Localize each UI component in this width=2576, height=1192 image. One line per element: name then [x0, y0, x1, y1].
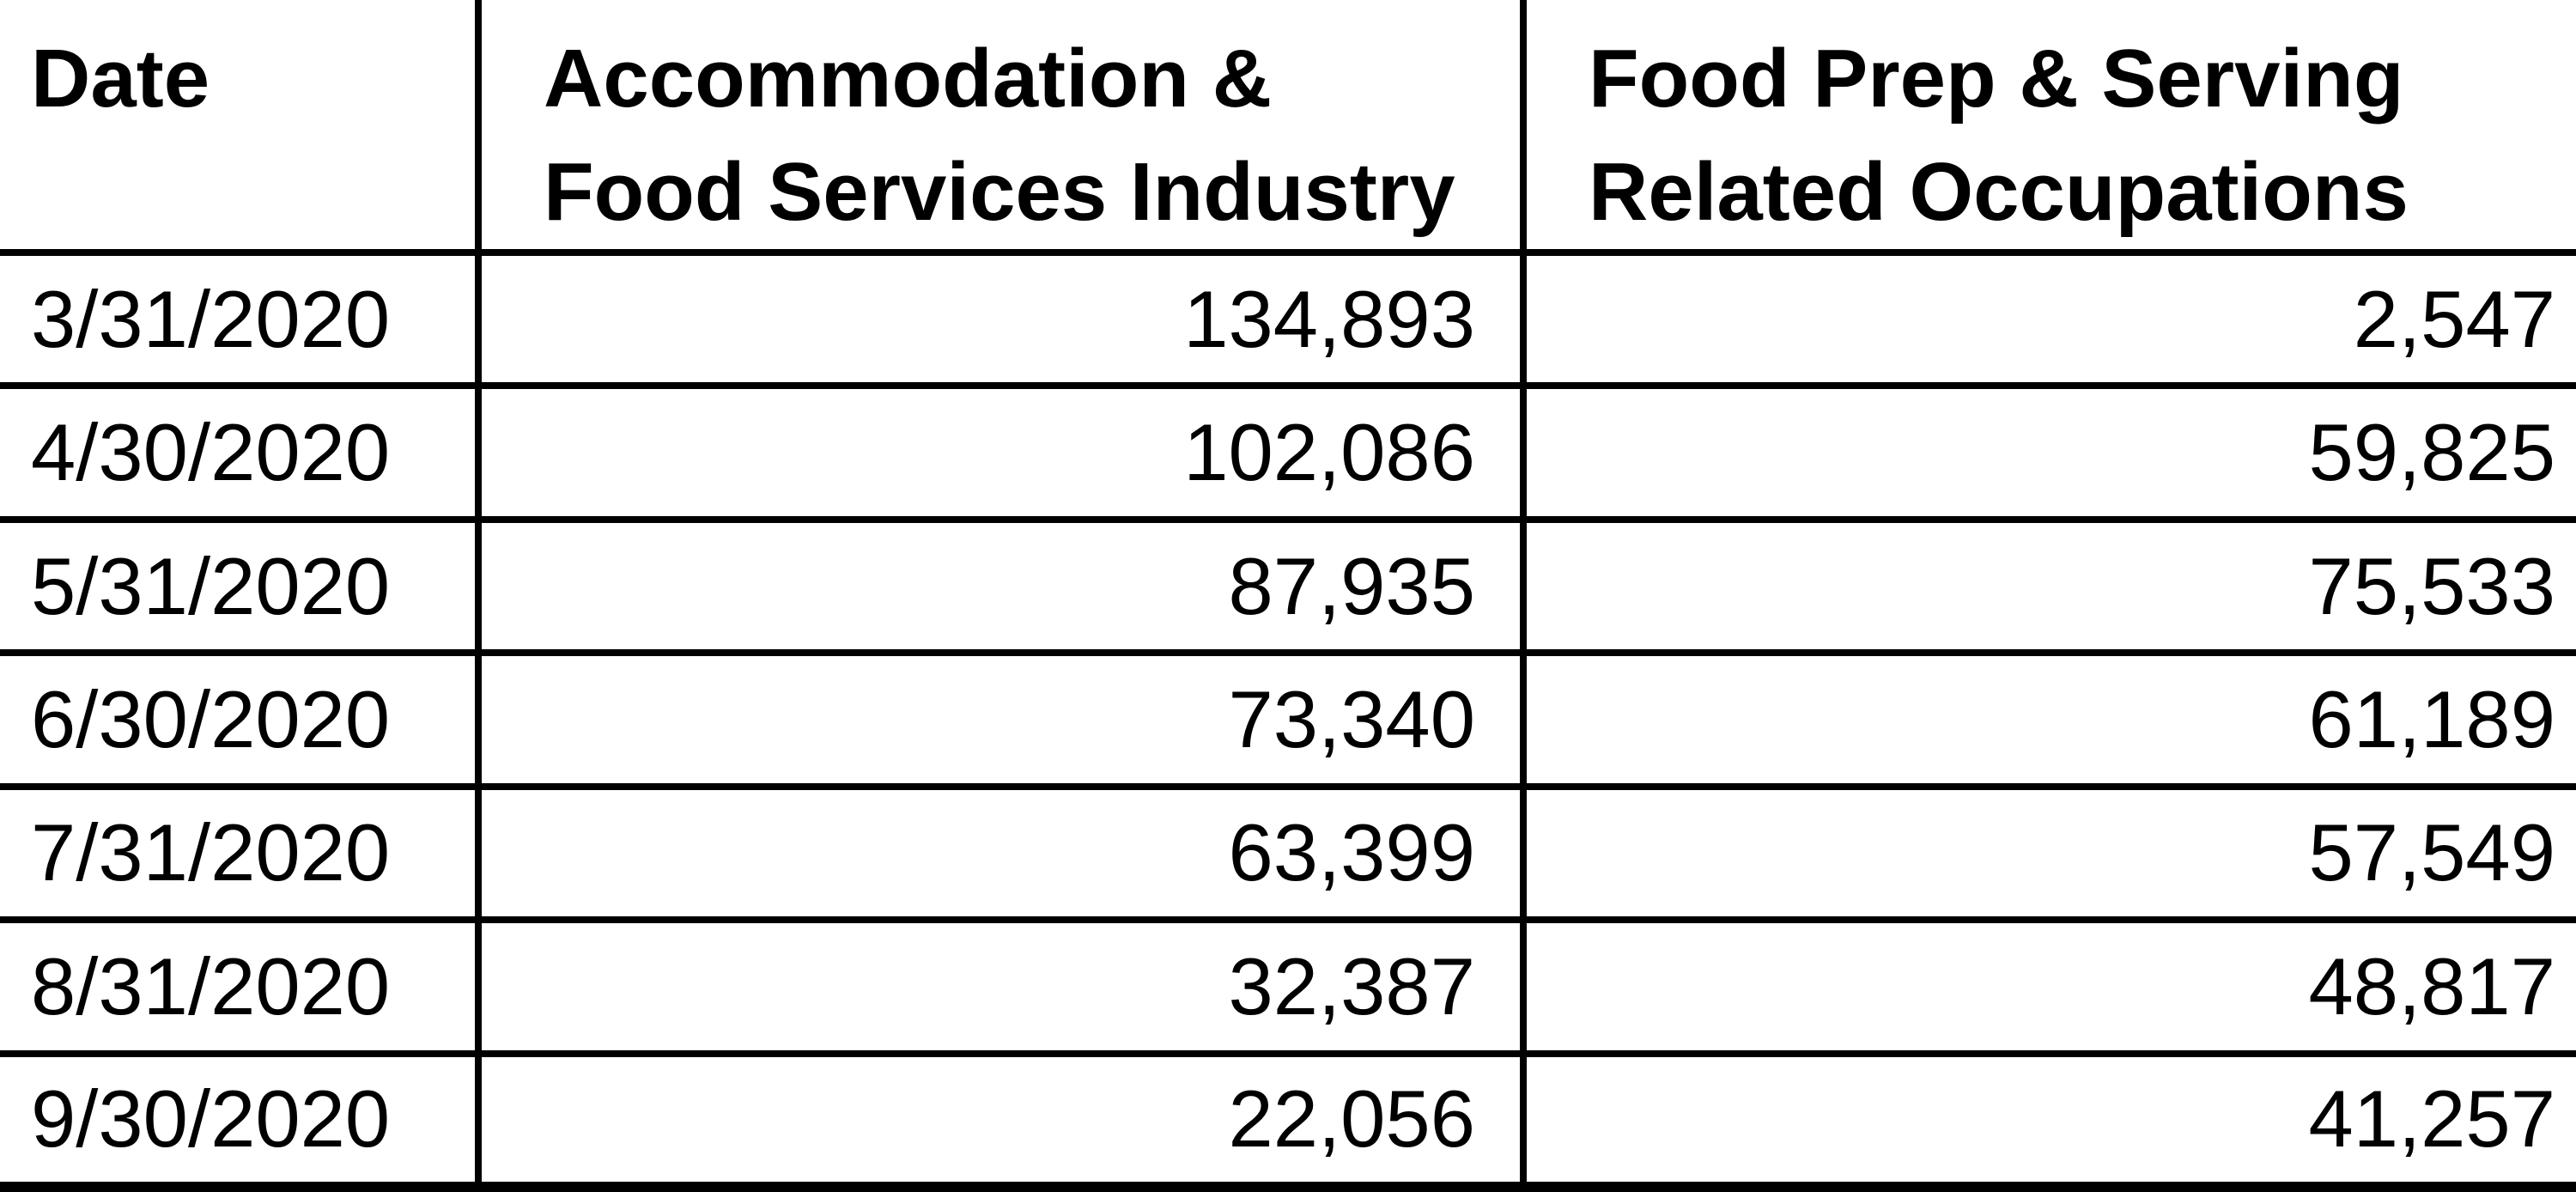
date-cell: 5/31/2020 — [0, 519, 482, 657]
industry-value-cell: 102,086 — [478, 386, 1527, 523]
occupations-value-cell: 48,817 — [1523, 920, 2576, 1057]
occupations-value-cell: 41,257 — [1523, 1053, 2576, 1192]
date-cell: 3/31/2020 — [0, 252, 482, 390]
date-cell: 9/30/2020 — [0, 1053, 482, 1192]
table-row: 9/30/2020 22,056 41,257 — [0, 1053, 2576, 1192]
industry-value-cell: 73,340 — [478, 653, 1527, 790]
date-cell: 8/31/2020 — [0, 920, 482, 1057]
occupations-value-cell: 75,533 — [1523, 519, 2576, 657]
date-cell: 6/30/2020 — [0, 653, 482, 790]
industry-value-cell: 22,056 — [478, 1053, 1527, 1192]
table-row: 6/30/2020 73,340 61,189 — [0, 653, 2576, 790]
occupations-value-cell: 2,547 — [1523, 252, 2576, 390]
industry-value-cell: 87,935 — [478, 519, 1527, 657]
industry-value-cell: 63,399 — [478, 786, 1527, 924]
date-cell: 7/31/2020 — [0, 786, 482, 924]
column-header-occupations: Food Prep & Serving Related Occupations — [1523, 0, 2576, 256]
occupations-value-cell: 61,189 — [1523, 653, 2576, 790]
occupations-value-cell: 57,549 — [1523, 786, 2576, 924]
industry-value-cell: 134,893 — [478, 252, 1527, 390]
table-body: 3/31/2020 134,893 2,547 4/30/2020 102,08… — [0, 252, 2576, 1192]
table-row: 7/31/2020 63,399 57,549 — [0, 786, 2576, 924]
table-row: 8/31/2020 32,387 48,817 — [0, 920, 2576, 1057]
industry-value-cell: 32,387 — [478, 920, 1527, 1057]
table-row: 4/30/2020 102,086 59,825 — [0, 386, 2576, 523]
table-header: Date Accommodation & Food Services Indus… — [0, 0, 2576, 256]
occupations-value-cell: 59,825 — [1523, 386, 2576, 523]
date-cell: 4/30/2020 — [0, 386, 482, 523]
table-row: 5/31/2020 87,935 75,533 — [0, 519, 2576, 657]
table-row: 3/31/2020 134,893 2,547 — [0, 252, 2576, 390]
column-header-industry: Accommodation & Food Services Industry — [478, 0, 1527, 256]
header-row: Date Accommodation & Food Services Indus… — [0, 0, 2576, 256]
column-header-date: Date — [0, 0, 482, 256]
